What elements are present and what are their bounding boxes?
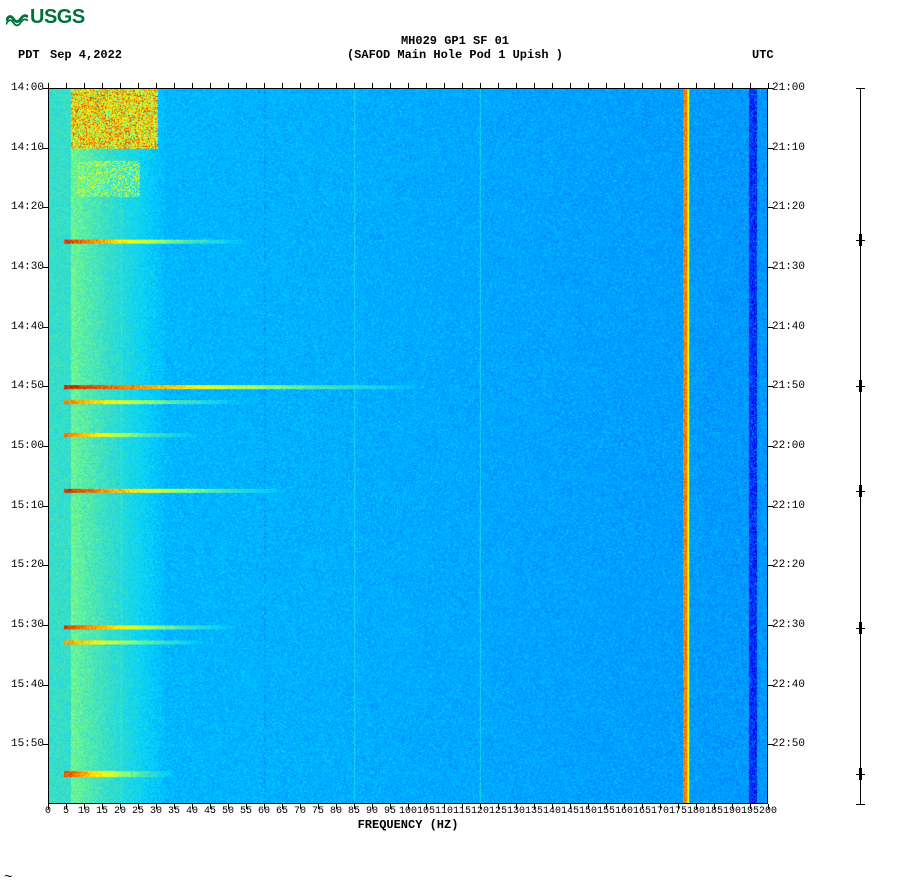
right-timezone: UTC	[752, 48, 774, 62]
ytick-left: 14:20	[11, 201, 44, 213]
ytick-left: 15:30	[11, 619, 44, 631]
wave-icon	[6, 9, 28, 27]
ytick-left: 14:10	[11, 142, 44, 154]
ytick-left: 14:00	[11, 82, 44, 94]
ytick-right: 22:50	[772, 738, 805, 750]
left-timezone: PDT	[18, 48, 40, 62]
ytick-right: 22:30	[772, 619, 805, 631]
ytick-left: 15:00	[11, 440, 44, 452]
spectrogram-canvas	[48, 88, 768, 804]
ytick-right: 22:20	[772, 559, 805, 571]
x-axis-label: FREQUENCY (HZ)	[358, 818, 459, 832]
ytick-right: 22:00	[772, 440, 805, 452]
ytick-right: 21:10	[772, 142, 805, 154]
header-date: Sep 4,2022	[50, 48, 122, 62]
ytick-left: 15:40	[11, 679, 44, 691]
usgs-logo: USGS	[6, 6, 85, 29]
ytick-left: 14:50	[11, 380, 44, 392]
footer-tilde: ~	[4, 870, 12, 886]
ytick-left: 14:30	[11, 261, 44, 273]
title-line2: (SAFOD Main Hole Pod 1 Upish )	[300, 48, 610, 62]
spectrogram-plot: 14:0014:1014:2014:3014:4014:5015:0015:10…	[48, 88, 768, 804]
ytick-right: 21:30	[772, 261, 805, 273]
ytick-right: 21:50	[772, 380, 805, 392]
ytick-right: 22:10	[772, 500, 805, 512]
ytick-left: 14:40	[11, 321, 44, 333]
ytick-right: 21:20	[772, 201, 805, 213]
ytick-right: 22:40	[772, 679, 805, 691]
ytick-left: 15:50	[11, 738, 44, 750]
ytick-left: 15:10	[11, 500, 44, 512]
ytick-right: 21:00	[772, 82, 805, 94]
ytick-right: 21:40	[772, 321, 805, 333]
logo-text: USGS	[30, 6, 85, 29]
title-line1: MH029 GP1 SF 01	[345, 34, 565, 48]
amplitude-axis	[860, 88, 861, 804]
ytick-left: 15:20	[11, 559, 44, 571]
